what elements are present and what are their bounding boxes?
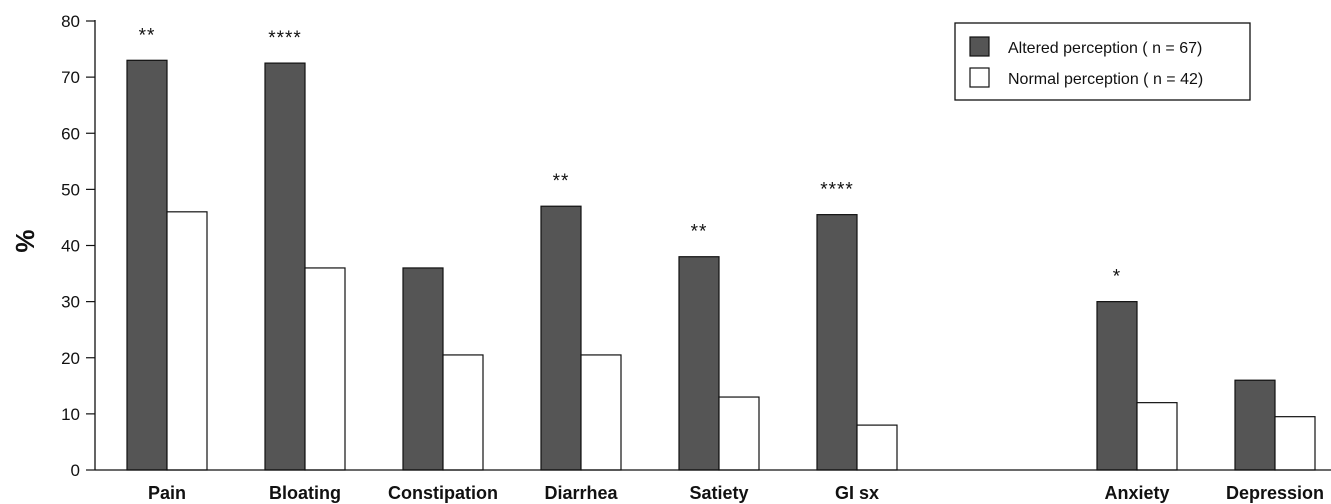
significance-marker: * bbox=[1113, 267, 1121, 288]
significance-marker: ** bbox=[139, 25, 156, 46]
significance-marker: ** bbox=[691, 222, 708, 243]
category-label: Depression bbox=[1226, 483, 1324, 503]
legend-swatch-normal bbox=[969, 67, 990, 88]
y-tick-label: 70 bbox=[61, 68, 80, 87]
legend-label-altered: Altered perception ( n = 67) bbox=[1008, 40, 1202, 57]
significance-marker: ** bbox=[553, 171, 570, 192]
y-tick-label: 60 bbox=[61, 124, 80, 143]
y-tick-label: 0 bbox=[71, 461, 80, 480]
y-tick-label: 50 bbox=[61, 180, 80, 199]
y-axis: 0 10 20 30 40 50 60 70 80 bbox=[61, 12, 1331, 480]
bar-normal-depression bbox=[1274, 416, 1316, 471]
y-tick-label: 30 bbox=[61, 293, 80, 312]
bar-normal-constipation bbox=[442, 354, 484, 471]
bar-normal-diarrhea bbox=[580, 354, 622, 471]
legend-swatch-altered bbox=[969, 36, 990, 57]
y-tick-label: 20 bbox=[61, 349, 80, 368]
bar-altered-satiety bbox=[678, 256, 720, 471]
bar-normal-satiety bbox=[718, 396, 760, 471]
bar-altered-gi-sx bbox=[816, 214, 858, 471]
y-tick-label: 80 bbox=[61, 12, 80, 31]
significance-annotations: ** ************* bbox=[139, 25, 1121, 288]
category-label: Anxiety bbox=[1104, 483, 1169, 503]
category-label: Satiety bbox=[689, 483, 748, 503]
legend: Altered perception ( n = 67) Normal perc… bbox=[954, 22, 1251, 101]
bar-altered-depression bbox=[1234, 379, 1276, 471]
bar-normal-gi-sx bbox=[856, 424, 898, 471]
bar-altered-bloating bbox=[264, 62, 306, 471]
y-axis-label: % bbox=[10, 229, 40, 252]
bar-altered-diarrhea bbox=[540, 205, 582, 471]
significance-marker: **** bbox=[268, 28, 302, 49]
legend-label-normal: Normal perception ( n = 42) bbox=[1008, 71, 1203, 88]
bar-altered-anxiety bbox=[1096, 301, 1138, 471]
significance-marker: **** bbox=[820, 180, 854, 201]
bars-layer bbox=[126, 59, 1316, 471]
bar-altered-constipation bbox=[402, 267, 444, 471]
y-tick-label: 10 bbox=[61, 405, 80, 424]
category-label: GI sx bbox=[835, 483, 879, 503]
bar-normal-bloating bbox=[304, 267, 346, 471]
bar-normal-anxiety bbox=[1136, 402, 1178, 471]
bar-normal-pain bbox=[166, 211, 208, 471]
legend-box bbox=[954, 22, 1251, 101]
category-labels: Pain Bloating Constipation Diarrhea Satiety G… bbox=[148, 483, 1324, 503]
category-label: Bloating bbox=[269, 483, 341, 503]
category-label: Diarrhea bbox=[544, 483, 618, 503]
y-tick-label: 40 bbox=[61, 237, 80, 256]
category-label: Constipation bbox=[388, 483, 498, 503]
bar-altered-pain bbox=[126, 59, 168, 471]
category-label: Pain bbox=[148, 483, 186, 503]
